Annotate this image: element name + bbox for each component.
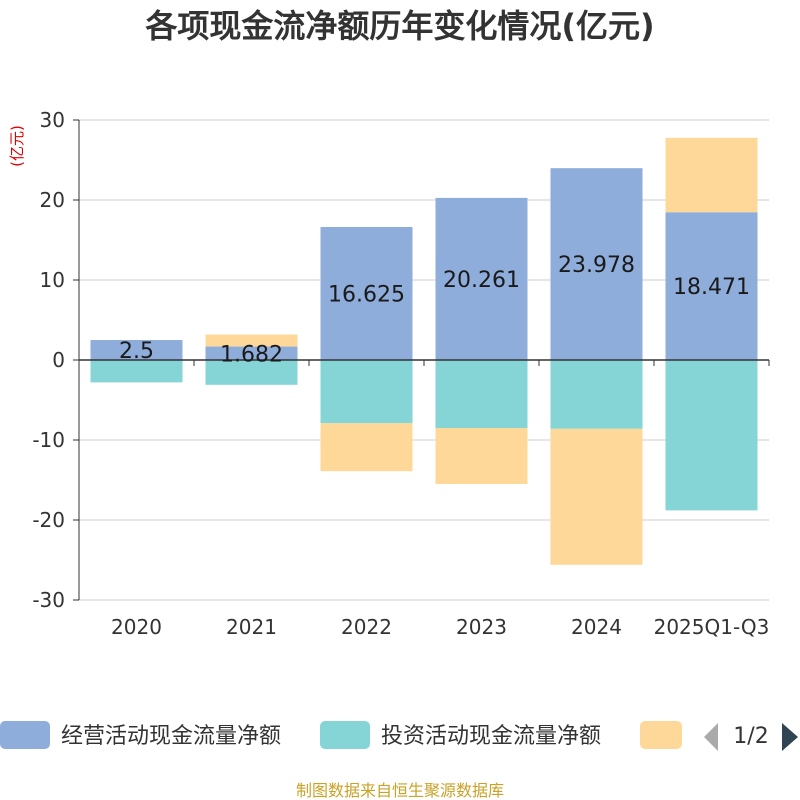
y-tick-label: 30 <box>40 108 65 132</box>
legend-prev-arrow-icon[interactable] <box>704 723 718 751</box>
bar-series1-2022[interactable] <box>320 360 413 424</box>
x-tick-label: 2025Q1-Q3 <box>654 615 770 639</box>
bar-series1-2024[interactable] <box>550 360 643 429</box>
x-tick-label: 2021 <box>226 615 277 639</box>
data-source: 制图数据来自恒生聚源数据库 <box>296 781 504 800</box>
y-axis-ticks: 30 20 10 0 -10 -20 -30 <box>32 108 79 612</box>
y-tick-label: 10 <box>40 268 65 292</box>
legend-swatch-operating[interactable] <box>0 721 50 749</box>
bar-series2-2021[interactable] <box>205 334 298 347</box>
data-label-2022: 16.625 <box>328 283 405 308</box>
x-tick-label: 2022 <box>341 615 392 639</box>
data-label-2024: 23.978 <box>558 253 635 278</box>
legend-swatch-financing[interactable] <box>640 721 682 749</box>
bar-series2-2022[interactable] <box>320 423 413 472</box>
bar-series1-2020[interactable] <box>90 360 183 383</box>
bar-series2-2023[interactable] <box>435 428 528 484</box>
y-tick-label: -10 <box>32 428 65 452</box>
y-tick-label: 20 <box>40 188 65 212</box>
y-tick-label: 0 <box>52 348 65 372</box>
bars <box>90 137 758 565</box>
x-tick-label: 2020 <box>111 615 162 639</box>
x-axis-ticks: 2020 2021 2022 2023 2024 2025Q1-Q3 <box>111 615 769 639</box>
data-label-2023: 20.261 <box>443 268 520 293</box>
y-tick-label: -30 <box>32 588 65 612</box>
data-label-2025Q1-Q3: 18.471 <box>673 275 750 300</box>
chart-title: 各项现金流净额历年变化情况(亿元) <box>145 7 654 45</box>
bar-series1-2025Q1-Q3[interactable] <box>665 360 758 511</box>
bar-series2-2024[interactable] <box>550 428 643 565</box>
bar-series0-2020[interactable] <box>90 340 183 360</box>
data-label-2020: 2.5 <box>119 339 154 364</box>
bar-series0-2023[interactable] <box>435 197 528 360</box>
axes <box>78 120 770 600</box>
x-tick-label: 2024 <box>571 615 622 639</box>
legend-label-operating[interactable]: 经营活动现金流量净额 <box>61 724 281 749</box>
y-tick-label: -20 <box>32 508 65 532</box>
bar-series0-2021[interactable] <box>205 346 298 360</box>
legend: 经营活动现金流量净额 投资活动现金流量净额 1/2 <box>0 721 798 751</box>
bar-series1-2023[interactable] <box>435 360 528 428</box>
bar-series0-2022[interactable] <box>320 227 413 360</box>
bar-series2-2025Q1-Q3[interactable] <box>665 137 758 213</box>
bar-series1-2021[interactable] <box>205 360 298 385</box>
legend-swatch-investing[interactable] <box>320 721 370 749</box>
legend-label-investing[interactable]: 投资活动现金流量净额 <box>381 724 601 749</box>
data-labels: 2.5 1.682 16.625 20.261 23.978 18.471 <box>119 253 750 367</box>
data-label-2021: 1.682 <box>220 342 283 367</box>
legend-next-arrow-icon[interactable] <box>782 723 798 751</box>
bar-series0-2024[interactable] <box>550 168 643 360</box>
bar-series0-2025Q1-Q3[interactable] <box>665 212 758 360</box>
y-axis-unit: (亿元) <box>8 125 26 167</box>
x-tick-label: 2023 <box>456 615 507 639</box>
legend-page-indicator: 1/2 <box>733 724 768 749</box>
